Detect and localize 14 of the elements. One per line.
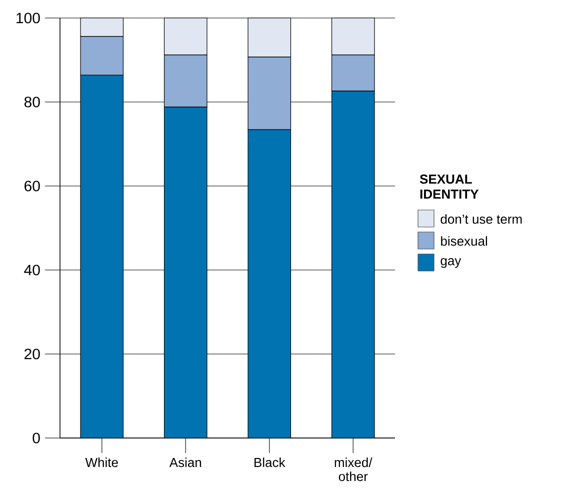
legend-label: bisexual <box>441 236 488 246</box>
x-tick-label: Asian <box>169 458 202 468</box>
y-tick-label: 60 <box>24 180 40 192</box>
y-tick-label: 100 <box>16 12 40 24</box>
y-tick-label: 40 <box>24 264 40 276</box>
y-tick-label: 0 <box>32 432 40 444</box>
legend-title: SEXUAL IDENTITY <box>420 174 479 199</box>
x-tick-label: White <box>85 458 118 468</box>
legend-label: don’t use term <box>440 214 522 224</box>
y-tick-label: 80 <box>24 96 40 108</box>
x-tick-label: Black <box>254 458 286 468</box>
legend-label: gay <box>440 258 462 268</box>
y-tick-label: 20 <box>24 348 40 360</box>
x-tick-label: mixed/ other <box>334 458 372 482</box>
